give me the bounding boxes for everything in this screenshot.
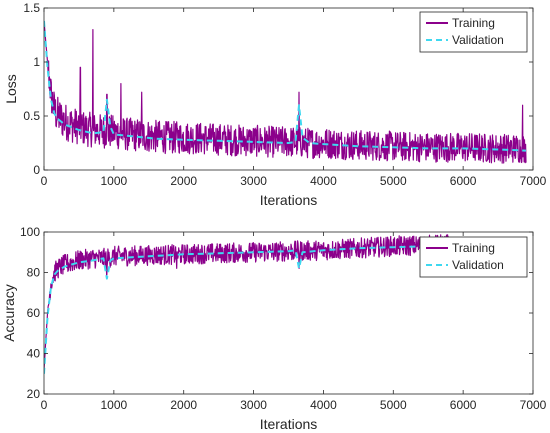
series-validation xyxy=(44,244,450,374)
legend-entry-validation: Validation xyxy=(452,258,504,272)
series-training xyxy=(44,234,450,370)
series-line-training xyxy=(44,234,450,370)
legend: Training Validation xyxy=(419,11,528,53)
y-tick-label: 20 xyxy=(27,387,41,401)
x-tick-label: 2000 xyxy=(170,174,197,188)
y-tick-label: 40 xyxy=(27,347,41,361)
legend-entry-training: Training xyxy=(452,241,495,255)
x-tick-label: 6000 xyxy=(450,398,477,412)
y-tick-label: 0.5 xyxy=(23,109,40,123)
x-tick-label: 1000 xyxy=(101,174,128,188)
x-tick-label: 7000 xyxy=(520,398,547,412)
accuracy-chart: 0 1000 2000 3000 4000 5000 6000 7000 20 40 60 80 100… xyxy=(1,225,547,432)
x-tick-label: 0 xyxy=(41,174,48,188)
y-tick-label: 1.5 xyxy=(23,1,40,15)
x-tick-label: 4000 xyxy=(310,398,337,412)
x-tick-label: 1000 xyxy=(101,398,128,412)
x-tick-label: 3000 xyxy=(240,398,267,412)
series-line-validation xyxy=(44,20,527,152)
loss-chart: 0 1000 2000 3000 4000 5000 6000 7000 0 0.5 1 1.5 Ite… xyxy=(3,1,547,208)
series-line-validation xyxy=(44,244,450,374)
legend: Training Validation xyxy=(419,236,528,278)
x-axis-label: Iterations xyxy=(260,416,318,432)
series-validation xyxy=(44,20,527,152)
y-tick-label: 60 xyxy=(27,306,41,320)
x-tick-label: 4000 xyxy=(310,174,337,188)
y-axis-label: Accuracy xyxy=(1,284,17,342)
x-tick-label: 7000 xyxy=(520,174,547,188)
x-tick-label: 2000 xyxy=(170,398,197,412)
x-axis-label: Iterations xyxy=(260,192,318,208)
y-tick-label: 0 xyxy=(33,163,40,177)
legend-entry-training: Training xyxy=(452,16,495,30)
x-tick-label: 5000 xyxy=(380,398,407,412)
y-tick-label: 80 xyxy=(27,266,41,280)
legend-entry-validation: Validation xyxy=(452,33,504,47)
x-tick-label: 3000 xyxy=(240,174,267,188)
y-axis-label: Loss xyxy=(3,74,19,104)
y-tick-label: 1 xyxy=(33,55,40,69)
axes-box xyxy=(43,7,534,171)
x-tick-label: 5000 xyxy=(380,174,407,188)
y-tick-label: 100 xyxy=(20,225,40,239)
x-tick-label: 0 xyxy=(41,398,48,412)
x-tick-label: 6000 xyxy=(450,174,477,188)
